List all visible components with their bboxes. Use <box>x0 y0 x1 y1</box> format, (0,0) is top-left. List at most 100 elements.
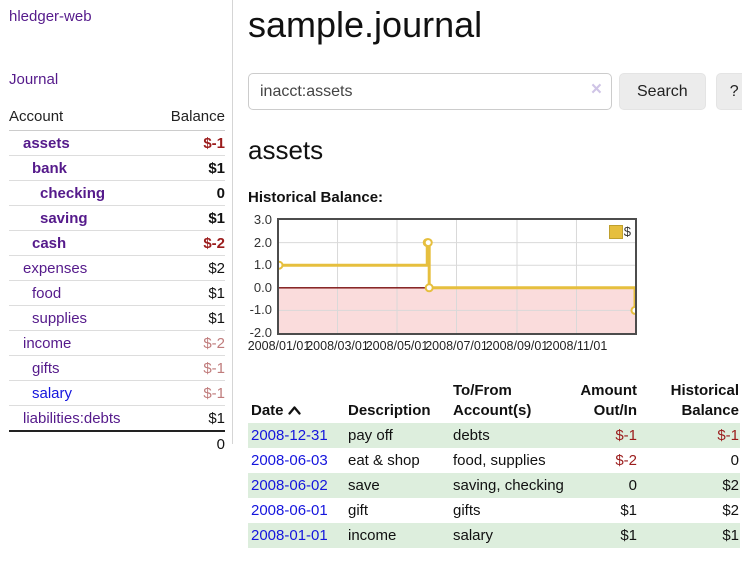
y-axis-tick-label: 3.0 <box>253 212 272 227</box>
x-axis-tick-label: 2008/01/01 <box>247 339 311 353</box>
register-col-date[interactable]: Date <box>248 381 345 423</box>
register-amount-cell: $-1 <box>615 427 637 444</box>
yellow-square-icon <box>608 224 623 239</box>
account-row: income $-2 <box>9 331 225 356</box>
y-axis-tick-label: 1.0 <box>253 257 272 273</box>
register-row: 2008-06-03 eat & shop food, supplies $-2 0 <box>248 448 740 473</box>
sidebar-account-link[interactable]: bank <box>32 159 68 177</box>
sidebar-account-balance: $2 <box>208 259 225 277</box>
register-date-link[interactable]: 2008-06-01 <box>251 502 328 519</box>
page-title: sample.journal <box>248 4 483 45</box>
register-accounts-cell: gifts <box>453 502 481 519</box>
chart-plot-area: $ <box>277 218 637 335</box>
chart-canvas <box>279 220 635 333</box>
register-balance-cell: $2 <box>722 477 739 494</box>
data-point-marker <box>630 305 635 315</box>
account-row: assets $-1 <box>9 131 225 156</box>
search-button[interactable]: Search <box>619 73 706 110</box>
register-date-link[interactable]: 2008-12-31 <box>251 427 328 444</box>
sidebar-account-link[interactable]: assets <box>23 134 70 152</box>
register-row: 2008-01-01 income salary $1 $1 <box>248 523 740 548</box>
register-amount-cell: $-2 <box>615 452 637 469</box>
sidebar-account-link[interactable]: food <box>32 284 62 302</box>
y-axis-tick-label: 0.0 <box>253 279 272 295</box>
account-row: cash $-2 <box>9 231 225 256</box>
data-point-marker <box>279 260 284 270</box>
search-input[interactable] <box>248 73 612 110</box>
account-row: salary $-1 <box>9 381 225 406</box>
x-axis-tick-label: 2008/03/01 <box>306 339 369 353</box>
chart-legend: $ <box>608 224 631 239</box>
register-col-accounts: To/From Account(s) <box>453 382 532 419</box>
sidebar-account-link[interactable]: gifts <box>32 359 60 377</box>
register-accounts-cell: saving, checking <box>453 477 564 494</box>
y-axis-tick-label: 2.0 <box>253 234 272 250</box>
historical-balance-chart: $ 3.0 2.0 1.0 0.0 -1.0 -2.0 2008/01/01 2008/03/… <box>247 212 728 359</box>
account-row: supplies $1 <box>9 306 225 331</box>
search-form: × Search ? <box>248 73 742 110</box>
sidebar-account-link[interactable]: income <box>23 334 72 352</box>
sidebar-account-balance: $1 <box>208 409 225 427</box>
register-balance-cell: $1 <box>722 527 739 544</box>
x-axis-tick-label: 2008/09/01 <box>485 339 549 353</box>
y-axis-tick-label: -1.0 <box>249 302 272 318</box>
sidebar-account-link[interactable]: cash <box>32 234 67 252</box>
register-description-cell: income <box>348 527 397 544</box>
sidebar-account-balance: $1 <box>208 159 225 177</box>
register-col-balance: Historical Balance <box>670 382 739 419</box>
account-row: gifts $-1 <box>9 356 225 381</box>
app-root: hledger-web Journal Account Balance asse… <box>9 0 742 548</box>
sidebar-account-link[interactable]: expenses <box>23 259 88 277</box>
register-header-row: Date Description To/From Account(s) Amou… <box>248 381 740 423</box>
register-accounts-cell: debts <box>453 427 490 444</box>
clear-search-icon[interactable]: × <box>590 79 602 100</box>
main-content: sample.journal × Search ? assets Histori… <box>233 0 742 548</box>
register-date-link[interactable]: 2008-06-03 <box>251 452 328 469</box>
search-box: × <box>248 73 612 110</box>
register-date-cell: 2008-06-03 <box>248 448 345 473</box>
register-col-description: Description <box>348 402 431 419</box>
register-description-cell: save <box>348 477 380 494</box>
register-date-link[interactable]: 2008-06-02 <box>251 477 328 494</box>
account-row: liabilities:debts $1 <box>9 406 225 430</box>
register-description-cell: pay off <box>348 427 393 444</box>
register-date-cell: 2008-12-31 <box>248 423 345 448</box>
register-row: 2008-06-01 gift gifts $1 $2 <box>248 498 740 523</box>
register-amount-cell: $1 <box>620 527 637 544</box>
sidebar-account-link[interactable]: checking <box>40 184 106 202</box>
sidebar-account-link[interactable]: saving <box>40 209 88 227</box>
register-date-cell: 2008-01-01 <box>248 523 345 548</box>
register-date-link[interactable]: 2008-01-01 <box>251 527 328 544</box>
sidebar-account-balance: $-1 <box>203 384 225 402</box>
sidebar-account-link[interactable]: supplies <box>32 309 88 327</box>
register-amount-cell: $1 <box>620 502 637 519</box>
y-axis-tick-label: -2.0 <box>249 325 272 340</box>
accounts-rows: assets $-1 bank $1 checking 0 saving $1 cash $-2 e… <box>9 131 225 430</box>
legend-label: $ <box>623 224 631 239</box>
sidebar-account-balance: 0 <box>216 184 225 202</box>
sidebar-account-balance: $-2 <box>203 334 225 352</box>
accounts-total-row: 0 <box>9 430 225 457</box>
x-axis-tick-label: 2008/07/01 <box>425 339 488 353</box>
sidebar-account-balance: $1 <box>208 209 225 227</box>
brand-link[interactable]: hledger-web <box>9 8 92 25</box>
register-balance-cell: $2 <box>722 502 739 519</box>
accounts-col-account: Account <box>9 108 64 125</box>
accounts-col-balance: Balance <box>170 108 225 125</box>
data-point-marker <box>423 238 433 248</box>
search-help-button[interactable]: ? <box>715 73 742 110</box>
account-heading: assets <box>248 135 324 165</box>
register-balance-cell: 0 <box>730 452 739 469</box>
accounts-table: Account Balance assets $-1 bank $1 checking 0… <box>9 108 225 457</box>
account-row: checking 0 <box>9 181 225 206</box>
register-row: 2008-12-31 pay off debts $-1 $-1 <box>248 423 740 448</box>
sidebar-account-balance: $-1 <box>203 134 225 152</box>
data-point-marker <box>424 283 434 293</box>
register-date-cell: 2008-06-02 <box>248 473 345 498</box>
sidebar-account-link[interactable]: liabilities:debts <box>23 409 121 427</box>
register-table: Date Description To/From Account(s) Amou… <box>248 381 740 548</box>
sidebar-account-balance: $1 <box>208 309 225 327</box>
nav-journal-link[interactable]: Journal <box>9 71 59 88</box>
register-accounts-cell: food, supplies <box>453 452 546 469</box>
sidebar-account-link[interactable]: salary <box>32 384 73 402</box>
